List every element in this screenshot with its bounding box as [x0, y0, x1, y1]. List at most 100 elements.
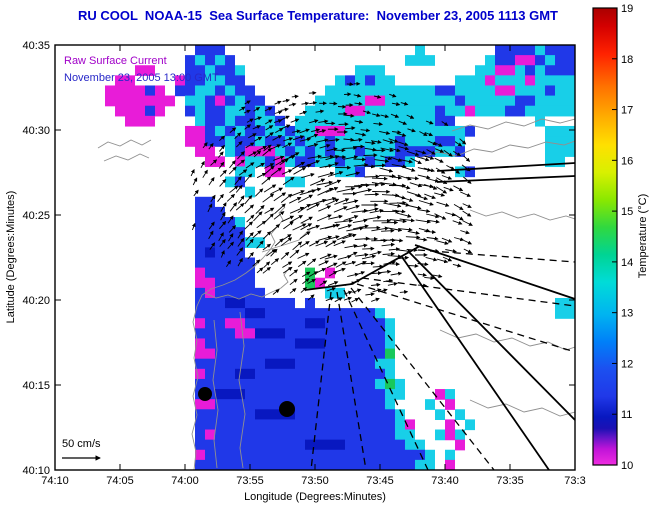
current-vector — [248, 151, 258, 157]
sst-cell — [235, 95, 245, 107]
current-vector — [390, 113, 400, 118]
current-vector — [445, 249, 457, 254]
current-vector — [372, 163, 386, 168]
current-vector — [208, 142, 214, 150]
sst-cell — [195, 308, 245, 319]
current-vector — [307, 187, 322, 193]
sst-cell — [235, 125, 245, 137]
sst-cell — [295, 146, 305, 157]
current-vector — [244, 204, 254, 214]
current-vector — [256, 220, 267, 229]
sst-cell — [195, 338, 205, 350]
sst-cell — [275, 156, 285, 168]
sst-cell — [285, 156, 295, 168]
current-vector — [219, 135, 226, 142]
coastline-contour — [191, 206, 286, 470]
sst-cell — [275, 115, 285, 127]
current-vector — [406, 204, 422, 210]
sst-cell — [215, 125, 225, 137]
current-vector — [256, 240, 264, 249]
current-vector — [243, 109, 251, 114]
current-vector — [237, 230, 243, 239]
sst-cell — [455, 439, 465, 451]
current-vector — [388, 247, 401, 252]
sst-cell — [195, 55, 205, 66]
current-vector — [423, 167, 435, 173]
sst-cell — [445, 399, 455, 410]
current-vector — [416, 156, 430, 162]
current-vector — [371, 271, 382, 276]
sst-cell — [195, 257, 255, 269]
current-vector — [352, 224, 369, 230]
current-vector — [371, 181, 386, 186]
current-vector — [263, 184, 277, 193]
sst-cell — [395, 419, 405, 431]
current-vector — [308, 90, 317, 95]
current-vector — [299, 231, 311, 239]
current-vector — [280, 193, 293, 203]
current-vector — [320, 154, 335, 159]
current-vector — [236, 247, 244, 256]
sst-cell — [305, 439, 345, 451]
sst-cell — [235, 368, 255, 380]
sst-cell — [455, 75, 485, 87]
sst-cell — [535, 95, 575, 107]
current-vector — [315, 109, 325, 114]
shipping-lanes-layer — [304, 162, 575, 470]
current-vector — [324, 254, 338, 260]
coastline-contour — [451, 118, 575, 132]
sst-cell — [195, 459, 415, 470]
sst-cell — [195, 206, 225, 218]
annotation-raw-surface-current: Raw Surface Current — [64, 55, 167, 67]
current-vector — [392, 209, 406, 214]
current-vector — [387, 227, 403, 232]
current-vector — [247, 251, 254, 260]
sst-cell — [285, 328, 385, 340]
current-vector — [373, 94, 382, 99]
station-markers-layer — [198, 387, 295, 417]
current-vector — [309, 198, 327, 206]
sst-cell — [135, 65, 155, 76]
sst-cell — [535, 55, 545, 66]
current-vector — [389, 219, 407, 224]
sst-cell — [385, 156, 405, 168]
sst-cell — [305, 297, 315, 309]
current-vector — [281, 234, 292, 241]
current-vector — [406, 150, 420, 157]
current-vector — [273, 119, 283, 124]
current-vector — [453, 185, 464, 192]
y-tick-label: 40:35 — [22, 40, 50, 52]
sst-cell — [385, 368, 395, 380]
current-vector — [237, 237, 245, 247]
sst-cell — [115, 75, 135, 87]
sst-cell — [475, 65, 495, 76]
sst-cell — [305, 105, 345, 117]
current-vector — [306, 133, 319, 140]
sst-cell — [225, 318, 245, 329]
current-vector — [200, 160, 205, 169]
current-vector — [353, 93, 362, 98]
current-vector — [361, 164, 376, 169]
sst-cell — [235, 146, 245, 157]
buoy-marker — [198, 387, 212, 401]
current-vector — [407, 263, 419, 268]
current-vector — [210, 194, 216, 203]
sst-cell — [295, 358, 375, 370]
current-vector — [398, 249, 412, 254]
current-vector — [264, 207, 275, 214]
current-vector — [256, 267, 264, 274]
sst-cell — [205, 267, 255, 279]
sst-cell — [265, 166, 285, 178]
current-vectors-layer — [190, 81, 473, 303]
current-vector — [362, 207, 379, 213]
current-vector — [244, 100, 251, 105]
sst-cell — [195, 146, 215, 157]
current-vector — [371, 113, 381, 118]
current-vector — [245, 142, 255, 149]
current-vector — [441, 121, 449, 126]
current-vector — [253, 136, 263, 142]
sst-cell — [255, 328, 285, 340]
current-vector — [442, 256, 453, 262]
sst-cell — [225, 95, 235, 107]
sst-cell — [515, 65, 525, 76]
